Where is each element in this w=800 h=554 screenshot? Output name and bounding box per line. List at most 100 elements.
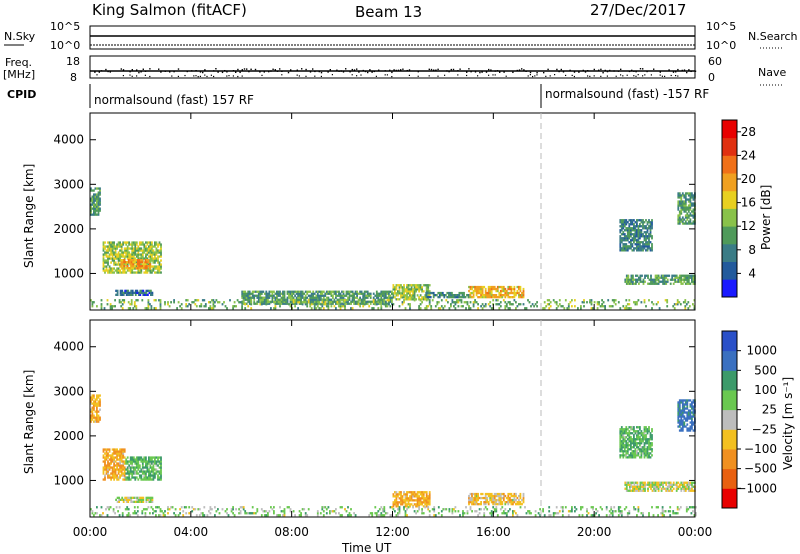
heatmap-cell: [135, 458, 138, 461]
nave-mark: [107, 70, 109, 73]
heatmap-cell: [365, 294, 368, 297]
heatmap-cell: [148, 468, 150, 471]
heatmap-cell: [489, 498, 492, 502]
heatmap-cell: [130, 261, 133, 264]
heatmap-cell: [154, 468, 156, 471]
heatmap-cell: [130, 500, 133, 503]
heatmap-cell: [149, 261, 152, 264]
nave-mark: [664, 75, 666, 77]
heatmap-cell: [683, 276, 686, 279]
heatmap-cell: [104, 456, 106, 459]
heatmap-cell: [625, 483, 628, 486]
heatmap-cell: [675, 276, 678, 279]
heatmap-cell: [149, 269, 152, 272]
heatmap-cell: [642, 434, 644, 437]
heatmap-cell: [152, 460, 155, 463]
heatmap-cell: [515, 503, 517, 506]
heatmap-cell: [626, 247, 629, 250]
heatmap-cell: [638, 282, 640, 285]
heatmap-cell: [646, 223, 649, 226]
heatmap-cell: [212, 299, 215, 302]
heatmap-cell: [424, 506, 427, 509]
heatmap-cell: [543, 514, 546, 517]
heatmap-cell: [501, 285, 504, 289]
heatmap-cell: [309, 298, 312, 301]
heatmap-cell: [421, 508, 423, 511]
heatmap-cell: [380, 294, 383, 297]
nave-mark: [545, 75, 547, 77]
heatmap-cell: [280, 296, 283, 299]
heatmap-cell: [91, 418, 94, 421]
heatmap-cell: [153, 299, 156, 302]
heatmap-cell: [418, 499, 420, 502]
heatmap-cell: [518, 296, 520, 299]
heatmap-cell: [424, 294, 427, 297]
heatmap-cell: [107, 472, 109, 475]
heatmap-cell: [211, 307, 213, 310]
heatmap-cell: [496, 299, 499, 302]
heatmap-cell: [691, 481, 693, 484]
heatmap-cell: [149, 253, 152, 256]
heatmap-cell: [451, 299, 454, 302]
heatmap-cell: [640, 233, 643, 236]
heatmap-cell: [691, 204, 693, 207]
heatmap-cell: [125, 271, 128, 274]
heatmap-cell: [113, 448, 115, 451]
heatmap-cell: [622, 436, 625, 439]
heatmap-cell: [425, 291, 428, 295]
heatmap-cell: [322, 300, 325, 303]
heatmap-cell: [93, 205, 95, 208]
heatmap-cell: [678, 276, 681, 279]
heatmap-cell: [164, 514, 166, 517]
heatmap-cell: [648, 444, 650, 447]
heatmap-cell: [167, 508, 169, 511]
heatmap-cell: [416, 288, 419, 291]
heatmap-cell: [132, 470, 135, 473]
heatmap-cell: [685, 506, 688, 509]
heatmap-cell: [136, 291, 139, 294]
heatmap-cell: [100, 506, 103, 509]
heatmap-cell: [684, 198, 687, 201]
heatmap-cell: [681, 421, 684, 424]
colorbar-tick-label: 25: [762, 403, 777, 417]
heatmap-cell: [142, 498, 145, 501]
heatmap-cell: [649, 225, 652, 228]
heatmap-cell: [466, 510, 469, 513]
heatmap-cell: [642, 241, 644, 244]
heatmap-cell: [671, 489, 674, 492]
heatmap-cell: [125, 263, 128, 266]
heatmap-cell: [114, 468, 117, 471]
nave-mark: [98, 71, 100, 73]
heatmap-cell: [487, 303, 490, 306]
nave-mark: [96, 74, 98, 76]
heatmap-cell: [625, 489, 628, 492]
heatmap-cell: [571, 508, 573, 511]
heatmap-cell: [125, 255, 128, 258]
heatmap-cell: [138, 257, 141, 260]
nave-mark: [560, 68, 562, 71]
heatmap-cell: [145, 460, 147, 463]
heatmap-cell: [140, 458, 143, 461]
heatmap-cell: [357, 298, 360, 301]
heatmap-cell: [687, 399, 690, 402]
heatmap-cell: [380, 514, 383, 517]
heatmap-cell: [127, 301, 130, 304]
heatmap-cell: [662, 278, 664, 281]
heatmap-cell: [490, 496, 493, 500]
heatmap-cell: [681, 407, 684, 410]
heatmap-cell: [466, 301, 469, 304]
heatmap-cell: [339, 301, 342, 304]
colorbar-swatch: [722, 488, 737, 509]
heatmap-cell: [90, 414, 92, 417]
heatmap-cell: [152, 249, 155, 252]
heatmap-cell: [110, 454, 112, 457]
heatmap-cell: [409, 499, 411, 502]
heatmap-cell: [643, 239, 646, 242]
heatmap-cell: [148, 245, 150, 248]
heatmap-cell: [620, 442, 623, 445]
nave-mark: [279, 68, 281, 70]
heatmap-cell: [148, 241, 150, 244]
heatmap-cell: [668, 485, 671, 488]
heatmap-cell: [671, 278, 674, 281]
